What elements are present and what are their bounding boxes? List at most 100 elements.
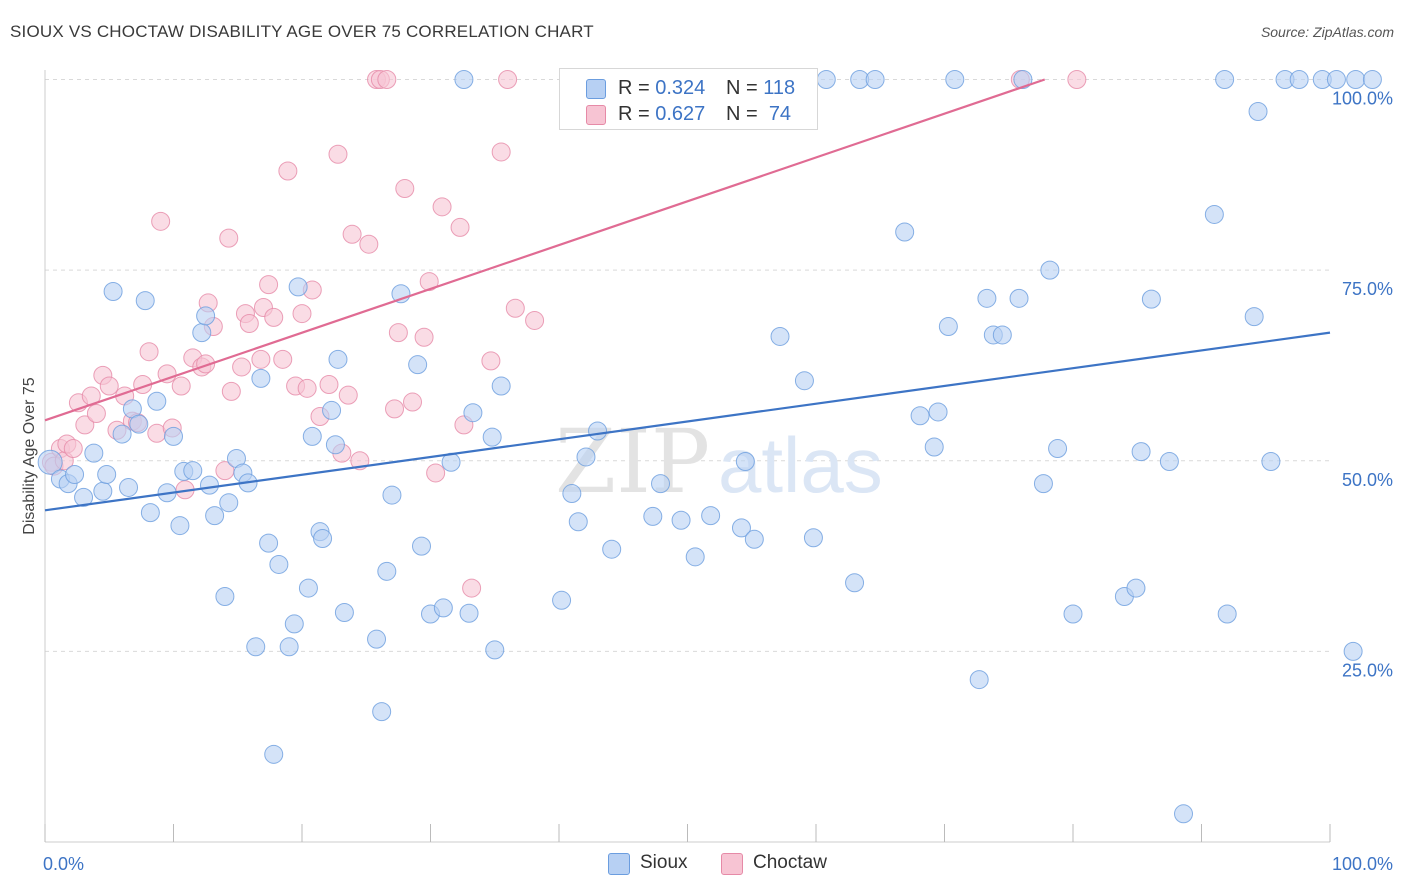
sioux-point-30 xyxy=(246,637,266,657)
sioux-point-80 xyxy=(845,573,865,593)
sioux-point-72 xyxy=(701,506,721,526)
choctaw-point-73 xyxy=(1067,70,1087,89)
sioux-point-13 xyxy=(135,291,155,311)
sioux-point-109 xyxy=(1248,102,1268,122)
choctaw-swatch xyxy=(586,105,606,125)
choctaw-point-64 xyxy=(450,217,470,237)
sioux-point-54 xyxy=(433,598,453,618)
sioux-point-3 xyxy=(65,464,85,484)
sioux-point-23 xyxy=(199,475,219,495)
sioux-point-57 xyxy=(459,603,479,623)
sioux-swatch xyxy=(586,79,606,99)
sioux-point-79 xyxy=(816,70,836,89)
sioux-point-14 xyxy=(140,503,160,523)
sioux-point-107 xyxy=(1217,604,1237,624)
sioux-point-106 xyxy=(1215,70,1235,89)
trend-lines xyxy=(44,78,1331,512)
sioux-point-62 xyxy=(552,590,572,610)
sioux-point-94 xyxy=(1013,70,1033,89)
sioux-point-31 xyxy=(251,368,271,388)
choctaw-point-71 xyxy=(525,310,545,330)
sioux-point-9 xyxy=(112,424,132,444)
legend-sioux-swatch xyxy=(608,853,630,875)
sioux-point-75 xyxy=(744,529,764,549)
choctaw-r-value: 0.627 xyxy=(655,103,706,125)
choctaw-point-37 xyxy=(259,275,279,295)
sioux-point-10 xyxy=(119,477,139,497)
sioux-point-114 xyxy=(1326,70,1346,89)
x-tick-label-0: 0.0% xyxy=(43,854,84,874)
choctaw-point-55 xyxy=(377,70,397,89)
sioux-points xyxy=(37,70,1382,824)
sioux-point-34 xyxy=(269,554,289,574)
y-tick-label-0: 25.0% xyxy=(1342,660,1393,680)
sioux-point-52 xyxy=(412,536,432,556)
sioux-point-87 xyxy=(938,317,958,337)
choctaw-point-49 xyxy=(338,385,358,405)
sioux-point-84 xyxy=(910,406,930,426)
choctaw-point-26 xyxy=(196,354,216,374)
sioux-point-83 xyxy=(895,222,915,242)
sioux-point-7 xyxy=(97,464,117,484)
choctaw-point-63 xyxy=(432,197,452,217)
sioux-point-66 xyxy=(588,421,608,441)
sioux-point-98 xyxy=(1063,604,1083,624)
sioux-point-42 xyxy=(322,400,342,420)
sioux-point-78 xyxy=(803,528,823,548)
choctaw-point-30 xyxy=(219,228,239,248)
sioux-point-77 xyxy=(794,371,814,391)
sioux-point-63 xyxy=(562,484,582,504)
sioux-point-89 xyxy=(969,670,989,690)
sioux-point-26 xyxy=(219,493,239,513)
choctaw-point-67 xyxy=(481,351,501,371)
sioux-point-37 xyxy=(288,277,308,297)
sioux-n-label: N = xyxy=(726,77,758,99)
sioux-point-0 xyxy=(37,449,63,475)
sioux-point-116 xyxy=(1346,70,1366,89)
sioux-point-117 xyxy=(1362,70,1382,89)
sioux-point-36 xyxy=(284,614,304,634)
choctaw-point-19 xyxy=(151,211,171,231)
legend-sioux-label: Sioux xyxy=(640,852,688,873)
choctaw-n-value: 74 xyxy=(768,103,792,125)
choctaw-r-label: R = xyxy=(618,103,650,125)
choctaw-point-59 xyxy=(403,392,423,412)
choctaw-point-11 xyxy=(99,376,119,396)
sioux-point-104 xyxy=(1174,804,1194,824)
choctaw-point-38 xyxy=(264,307,284,327)
sioux-point-85 xyxy=(924,437,944,457)
sioux-point-93 xyxy=(1009,288,1029,308)
sioux-point-64 xyxy=(568,512,588,532)
sioux-point-102 xyxy=(1141,289,1161,309)
sioux-point-59 xyxy=(482,427,502,447)
choctaw-point-46 xyxy=(319,375,339,394)
y-tick-label-3: 100.0% xyxy=(1332,89,1393,109)
sioux-point-74 xyxy=(735,452,755,472)
sioux-point-8 xyxy=(103,281,123,301)
sioux-point-92 xyxy=(992,325,1012,345)
sioux-point-47 xyxy=(372,702,392,722)
choctaw-point-34 xyxy=(239,314,259,333)
choctaw-point-40 xyxy=(278,161,298,181)
sioux-point-71 xyxy=(685,547,705,567)
sioux-trend-line xyxy=(44,331,1331,512)
sioux-point-12 xyxy=(129,414,149,434)
sioux-point-33 xyxy=(264,744,284,764)
sioux-point-49 xyxy=(382,485,402,505)
choctaw-trend-line xyxy=(44,78,1046,422)
sioux-point-24 xyxy=(205,506,225,526)
sioux-point-86 xyxy=(928,402,948,422)
y-tick-label-1: 50.0% xyxy=(1342,470,1393,490)
sioux-point-41 xyxy=(313,529,333,549)
sioux-point-76 xyxy=(770,326,790,346)
sioux-point-39 xyxy=(302,426,322,446)
sioux-point-17 xyxy=(164,426,183,446)
y-tick-label-2: 75.0% xyxy=(1342,279,1393,299)
choctaw-point-9 xyxy=(86,403,106,423)
sioux-point-101 xyxy=(1131,442,1151,462)
choctaw-points xyxy=(41,70,1087,598)
source-credit: Source: ZipAtlas.com xyxy=(1260,24,1394,40)
sioux-point-22 xyxy=(196,306,216,326)
sioux-point-90 xyxy=(977,288,997,308)
